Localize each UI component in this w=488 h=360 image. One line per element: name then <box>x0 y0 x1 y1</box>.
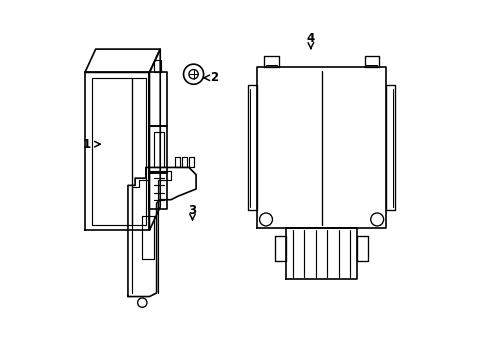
Text: 1: 1 <box>82 138 91 150</box>
Text: 2: 2 <box>209 71 218 84</box>
Text: 4: 4 <box>306 32 314 45</box>
Text: 3: 3 <box>188 204 196 217</box>
